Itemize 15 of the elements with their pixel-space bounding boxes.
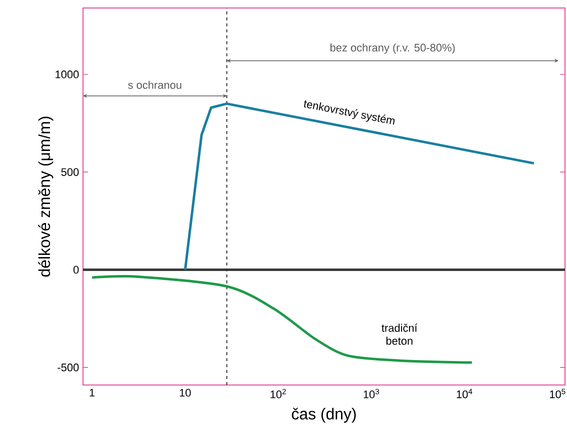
annotation: s ochranou [128,80,182,89]
x-tick-label: 10$^{5}$ [550,388,566,398]
x-axis-title: čas (dny) [292,408,356,423]
y-tick-label: 0 [73,266,79,274]
x-tick-label: 10$^{2}$ [270,388,286,398]
y-tick-label: -500 [58,364,79,372]
y-tick-label: 500 [61,168,79,176]
x-tick-label: 10$^{4}$ [456,388,472,398]
x-tick-label: 10 [180,388,191,397]
series-label: tradiční beton [382,324,418,345]
y-axis-title: délkové změny (μm/m) [38,116,54,277]
annotation: bez ochrany (r.v. 50-80%) [330,43,455,54]
x-tick-label: 10$^{3}$ [364,388,380,398]
y-tick-label: 1000 [56,70,79,78]
x-tick-label: 1 [90,388,95,396]
